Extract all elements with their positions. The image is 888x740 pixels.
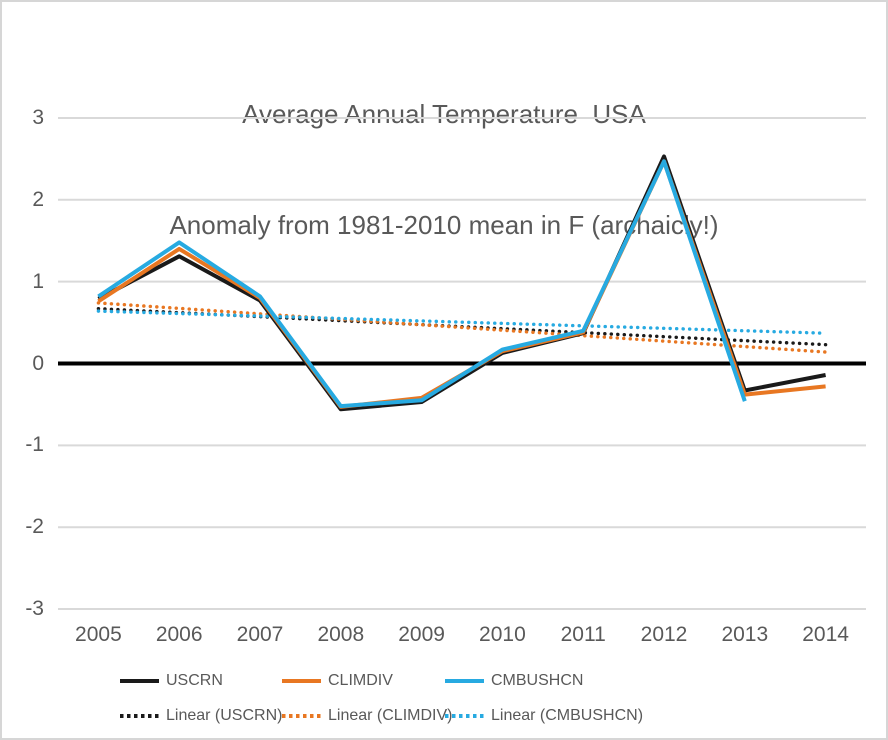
chart-title: Average Annual Temperature USA Anomaly f… bbox=[2, 22, 886, 318]
x-tick-label-2011: 2011 bbox=[560, 623, 606, 646]
legend-label-linear-climdiv: Linear (CLIMDIV) bbox=[328, 706, 453, 724]
legend-line-sample-linear-uscrn bbox=[120, 713, 159, 718]
legend-line-sample-climdiv bbox=[282, 678, 321, 683]
legend-item-uscrn: USCRN bbox=[120, 672, 282, 690]
y-tick-label--2: -2 bbox=[25, 515, 44, 539]
plot-area bbox=[58, 116, 866, 611]
x-tick-label-2013: 2013 bbox=[721, 623, 769, 646]
legend-item-cmbushcn: CMBUSHCN bbox=[445, 672, 725, 690]
legend-label-linear-uscrn: Linear (USCRN) bbox=[166, 706, 283, 724]
legend-line-sample-uscrn bbox=[120, 678, 159, 683]
legend-item-climdiv: CLIMDIV bbox=[282, 672, 445, 690]
legend-item-linear-climdiv: Linear (CLIMDIV) bbox=[282, 707, 452, 725]
y-tick-label-1: 1 bbox=[32, 269, 44, 293]
y-tick-label--1: -1 bbox=[25, 433, 44, 457]
chart-title-line1: Average Annual Temperature USA bbox=[242, 99, 646, 129]
legend: USCRN CLIMDIV CMBUSHCN Linear (USCRN) Linear… bbox=[120, 663, 725, 733]
chart-title-line2: Anomaly from 1981-2010 mean in F (archai… bbox=[169, 210, 719, 240]
legend-line-sample-linear-climdiv bbox=[282, 713, 321, 718]
x-tick-label-2007: 2007 bbox=[236, 623, 284, 646]
y-tick-label-0: 0 bbox=[32, 351, 44, 375]
x-tick-label-2010: 2010 bbox=[479, 623, 526, 646]
legend-line-sample-cmbushcn bbox=[445, 678, 484, 683]
series-line-uscrn bbox=[97, 154, 826, 412]
x-tick-label-2014: 2014 bbox=[802, 623, 849, 646]
trendline-linear-climdiv bbox=[96, 301, 828, 354]
y-tick-label--3: -3 bbox=[25, 597, 44, 621]
x-tick-label-2006: 2006 bbox=[155, 623, 203, 646]
legend-label-climdiv: CLIMDIV bbox=[328, 671, 393, 689]
legend-label-linear-cmbushcn: Linear (CMBUSHCN) bbox=[491, 706, 644, 724]
legend-line-sample-linear-cmbushcn bbox=[445, 713, 484, 718]
y-tick-label-2: 2 bbox=[32, 187, 44, 211]
legend-item-linear-cmbushcn: Linear (CMBUSHCN) bbox=[445, 707, 725, 725]
legend-item-linear-uscrn: Linear (USCRN) bbox=[120, 707, 282, 725]
series-line-climdiv bbox=[97, 159, 826, 409]
trendline-linear-cmbushcn bbox=[96, 309, 828, 335]
legend-label-uscrn: USCRN bbox=[166, 671, 223, 689]
y-tick-label-3: 3 bbox=[32, 105, 44, 129]
legend-label-cmbushcn: CMBUSHCN bbox=[491, 671, 584, 689]
x-tick-label-2012: 2012 bbox=[640, 623, 688, 646]
series-line-cmbushcn bbox=[97, 159, 747, 409]
x-tick-label-2005: 2005 bbox=[75, 623, 122, 646]
x-tick-label-2008: 2008 bbox=[317, 623, 365, 646]
x-tick-label-2009: 2009 bbox=[398, 623, 445, 646]
